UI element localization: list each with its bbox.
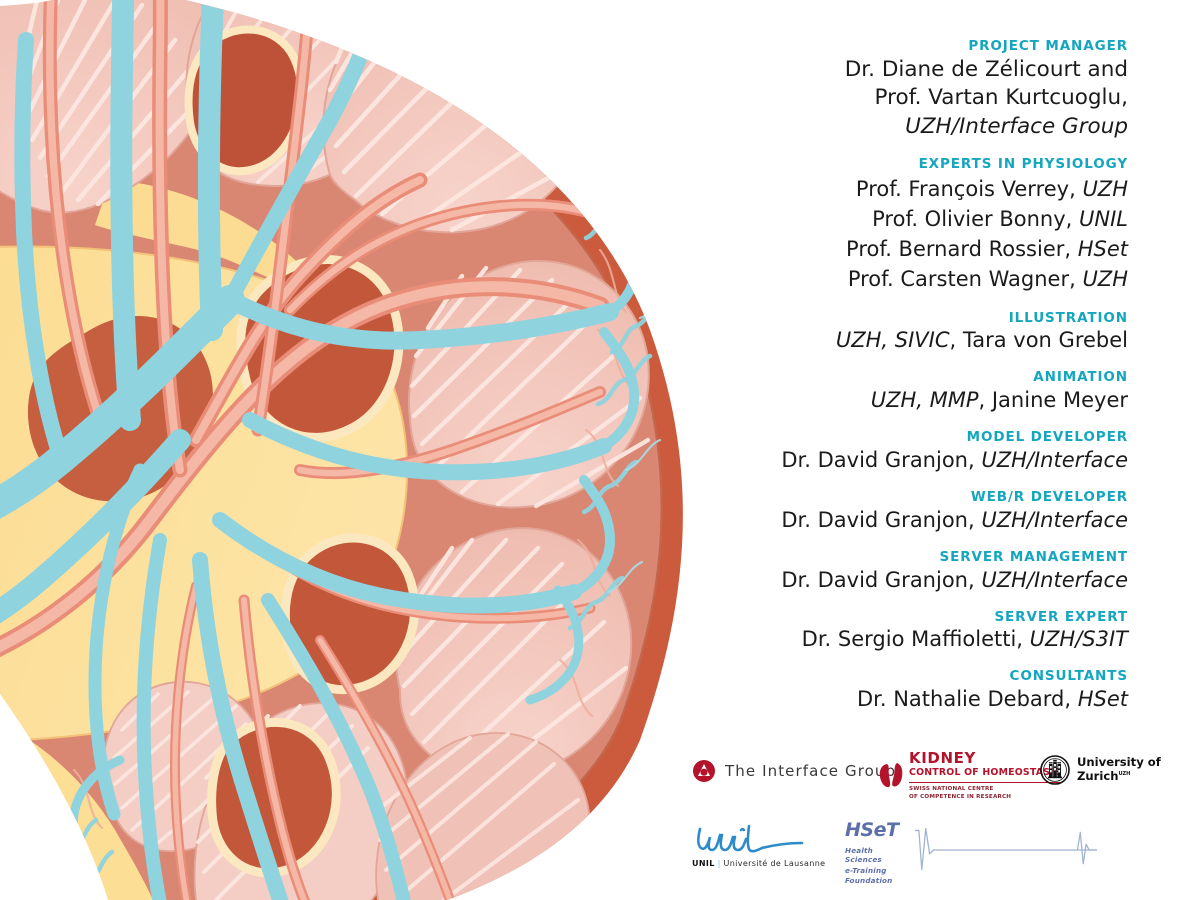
credit-role: ANIMATION <box>1033 369 1128 386</box>
credit-name: Dr. Sergio Maffioletti, <box>801 627 1030 652</box>
credit-person: Dr. David Granjon, UZH/Interface <box>690 447 1128 475</box>
logo-hset[interactable]: HSeT Health Sciences e-Training Foundati… <box>845 819 1099 885</box>
credit-person: Prof. Bernard Rossier, HSet <box>690 234 1128 264</box>
credit-person: Dr. David Granjon, UZH/Interface <box>690 567 1128 595</box>
uzh-wordmark: University of ZurichUZH <box>1077 756 1161 783</box>
credit-name: Prof. François Verrey, <box>855 176 1083 201</box>
credit-name: Prof. Bernard Rossier, <box>846 236 1078 261</box>
credits-list: PROJECT MANAGER Dr. Diane de Zélicourt a… <box>690 0 1200 740</box>
divider <box>909 781 1061 783</box>
credit-person: Prof. Vartan Kurtcuoglu, <box>690 84 1128 113</box>
credit-role: EXPERTS IN PHYSIOLOGY <box>918 155 1128 172</box>
credit-name: Dr. David Granjon, <box>781 448 982 473</box>
credit-person: UZH/Interface Group <box>690 113 1128 142</box>
unil-acronym: UNIL <box>692 859 715 868</box>
logo-title: KIDNEY <box>909 749 976 767</box>
credit-affiliation: UZH/S3IT <box>1029 627 1128 652</box>
credit-block-server-expert: SERVER EXPERT Dr. Sergio Maffioletti, UZ… <box>690 609 1128 655</box>
credit-name: Dr. Nathalie Debard, <box>857 687 1078 712</box>
credit-name: , Tara von Grebel <box>949 328 1128 353</box>
credit-affiliation: UZH, SIVIC <box>835 328 950 353</box>
credit-affiliation: UZH <box>1082 176 1128 201</box>
credit-name: Prof. Vartan Kurtcuoglu, <box>874 85 1128 111</box>
renal-vein <box>0 0 676 900</box>
logo-unil[interactable]: UNIL | Université de Lausanne <box>692 821 842 868</box>
credit-role: ILLUSTRATION <box>1008 309 1128 326</box>
credit-affiliation: UZH <box>1082 266 1128 291</box>
logo-university-of-zurich[interactable]: University of ZurichUZH <box>1040 755 1161 785</box>
uzh-seal-icon <box>1040 755 1070 785</box>
credit-affiliation: UZH/Interface <box>981 448 1128 473</box>
logo-row-primary: The Interface Group KIDNEY CONTROL OF HO… <box>680 745 1180 815</box>
logo-kidney-nccr[interactable]: KIDNEY CONTROL OF HOMEOSTASIS SWISS NATI… <box>878 751 1061 801</box>
credit-role: SERVER MANAGEMENT <box>939 548 1128 565</box>
credit-block-model-developer: MODEL DEVELOPER Dr. David Granjon, UZH/I… <box>690 429 1128 475</box>
hset-line2: e-Training <box>845 865 887 875</box>
credit-person: Dr. David Granjon, UZH/Interface <box>690 507 1128 535</box>
svg-text:HSeT: HSeT <box>845 819 901 841</box>
credit-person: Prof. Olivier Bonny, UNIL <box>690 204 1128 234</box>
credit-affiliation: HSet <box>1077 236 1128 261</box>
credit-role: PROJECT MANAGER <box>968 38 1128 54</box>
logo-fine-print-line1: SWISS NATIONAL CENTRE <box>909 785 994 792</box>
logo-line2-text: Zurich <box>1077 769 1119 783</box>
credit-role: MODEL DEVELOPER <box>966 429 1128 446</box>
credit-person: Dr. Nathalie Debard, HSet <box>690 686 1128 714</box>
logo-row-secondary: UNIL | Université de Lausanne HSeT Healt… <box>680 815 1098 885</box>
credit-person: Dr. Diane de Zélicourt and <box>690 56 1128 85</box>
credit-name: Dr. David Granjon, <box>781 567 982 592</box>
credit-affiliation: UNIL <box>1079 206 1128 231</box>
credit-block-consultants: CONSULTANTS Dr. Nathalie Debard, HSet <box>690 668 1128 714</box>
hset-line1: Health Sciences <box>845 846 882 865</box>
credit-role: CONSULTANTS <box>1009 668 1128 685</box>
logo-superscript: UZH <box>1118 771 1131 778</box>
kidney-cross-section-illustration <box>0 0 683 900</box>
logo-line2: ZurichUZH <box>1077 769 1161 784</box>
credit-block-illustration: ILLUSTRATION UZH, SIVIC, Tara von Grebel <box>690 310 1128 356</box>
credit-affiliation: UZH/Interface <box>981 507 1128 532</box>
kidney-bean-icon <box>879 763 903 788</box>
hset-wordmark: HSeT Health Sciences e-Training Foundati… <box>845 819 911 885</box>
logo-fine-print-line2: OF COMPETENCE IN RESEARCH <box>909 793 1012 800</box>
logo-label: The Interface Group <box>725 762 897 780</box>
credit-block-animation: ANIMATION UZH, MMP, Janine Meyer <box>690 369 1128 415</box>
renal-artery <box>0 0 632 900</box>
logo-the-interface-group[interactable]: The Interface Group <box>692 759 896 783</box>
credit-name: , Janine Meyer <box>978 388 1128 413</box>
credit-role: WEB/R DEVELOPER <box>970 488 1128 505</box>
ecg-trace-icon <box>915 828 1098 871</box>
unil-subline: UNIL | Université de Lausanne <box>692 860 825 868</box>
logo-line1: University of <box>1077 755 1161 770</box>
credit-name: Prof. Olivier Bonny, <box>872 206 1080 231</box>
interface-group-mark-icon <box>693 760 715 782</box>
credit-role: SERVER EXPERT <box>994 608 1128 625</box>
kidney-nccr-text: KIDNEY CONTROL OF HOMEOSTASIS SWISS NATI… <box>909 751 1061 801</box>
unil-full-name: Université de Lausanne <box>723 859 826 868</box>
credit-block-server-management: SERVER MANAGEMENT Dr. David Granjon, UZH… <box>690 549 1128 595</box>
credit-affiliation: HSet <box>1077 687 1128 712</box>
logo-subtitle: CONTROL OF HOMEOSTASIS <box>909 767 1061 778</box>
unil-wordmark: UNIL | Université de Lausanne <box>692 821 825 868</box>
unil-separator: | <box>717 859 721 868</box>
credit-name: Dr. David Granjon, <box>781 507 982 532</box>
credit-block-experts-in-physiology: EXPERTS IN PHYSIOLOGY Prof. François Ver… <box>690 156 1128 294</box>
credit-affiliation: UZH/Interface <box>981 567 1128 592</box>
credit-block-web-r-developer: WEB/R DEVELOPER Dr. David Granjon, UZH/I… <box>690 489 1128 535</box>
unil-script-icon <box>696 824 804 853</box>
credit-person: UZH, SIVIC, Tara von Grebel <box>690 327 1128 355</box>
credit-block-project-manager: PROJECT MANAGER Dr. Diane de Zélicourt a… <box>690 38 1128 142</box>
credit-name: Prof. Carsten Wagner, <box>847 266 1083 291</box>
credit-name: Dr. Diane de Zélicourt and <box>844 56 1128 82</box>
credit-affiliation: UZH, MMP <box>870 388 979 413</box>
credit-person: Prof. Carsten Wagner, UZH <box>690 264 1128 294</box>
credit-person: UZH, MMP, Janine Meyer <box>690 387 1128 415</box>
hset-acronym-icon: HSeT <box>845 819 901 841</box>
credit-person: Dr. Sergio Maffioletti, UZH/S3IT <box>690 626 1128 654</box>
hset-line3: Foundation <box>845 876 893 886</box>
credit-affiliation: UZH/Interface Group <box>905 114 1128 140</box>
credit-person: Prof. François Verrey, UZH <box>690 174 1128 204</box>
